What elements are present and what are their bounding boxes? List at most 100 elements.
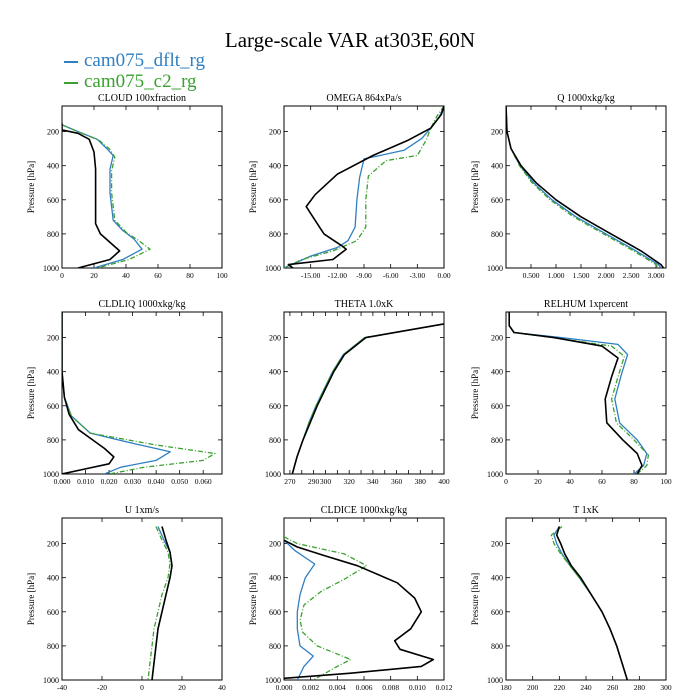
x-tick-label: 1.000 [548, 271, 565, 280]
series-line-ref [284, 539, 435, 680]
x-tick-label: -12.00 [328, 271, 348, 280]
legend-entry-dflt: cam075_dflt_rg [64, 51, 205, 70]
x-tick-label: -3.00 [410, 271, 426, 280]
x-tick-label: 400 [438, 477, 450, 486]
legend-label-dflt: cam075_dflt_rg [84, 50, 206, 71]
y-tick-label: 400 [491, 574, 503, 583]
series-line-dflt [62, 124, 143, 268]
series-line-ref [506, 106, 665, 268]
x-tick-label: 0.010 [409, 683, 426, 692]
y-tick-label: 200 [269, 128, 281, 137]
y-tick-label: 200 [47, 540, 59, 549]
y-tick-label: 600 [491, 402, 503, 411]
y-axis-label: Pressure [hPa] [470, 573, 480, 625]
series-line-ref [291, 323, 444, 474]
x-tick-label: 220 [554, 683, 566, 692]
panel-frame [505, 311, 667, 475]
series-line-dflt [553, 526, 628, 680]
y-tick-label: 200 [491, 540, 503, 549]
x-tick-label: 40 [122, 271, 130, 280]
y-tick-label: 400 [269, 368, 281, 377]
panel-frame [61, 517, 223, 681]
y-axis-label: Pressure [hPa] [248, 161, 258, 213]
y-axis-label: Pressure [hPa] [248, 573, 258, 625]
y-tick-label: 600 [47, 608, 59, 617]
panel-frame [505, 517, 667, 681]
y-axis-label: Pressure [hPa] [26, 573, 36, 625]
x-tick-label: 0.040 [148, 477, 165, 486]
panel-frame [283, 105, 445, 269]
series-line-dflt [62, 312, 171, 474]
series-line-c2 [284, 106, 444, 268]
x-tick-label: 20 [534, 477, 542, 486]
x-tick-label: -9.00 [356, 271, 372, 280]
x-tick-label: 0 [504, 477, 508, 486]
y-tick-label: 400 [269, 162, 281, 171]
y-tick-label: 1000 [487, 470, 503, 479]
x-tick-label: 200 [527, 683, 539, 692]
panel-title: RELHUM 1xpercent [544, 299, 628, 310]
y-axis-label: Pressure [hPa] [26, 161, 36, 213]
y-tick-label: 400 [47, 574, 59, 583]
x-tick-label: 0 [140, 683, 144, 692]
panel-frame [61, 105, 223, 269]
panel-7: CLDICE 1000xkg/kg Pressure [hPa] 200 400 600… [248, 505, 453, 692]
y-axis-label: Pressure [hPa] [470, 367, 480, 419]
y-tick-label: 800 [491, 436, 503, 445]
x-tick-label: 290 [308, 477, 320, 486]
x-tick-label: 40 [566, 477, 574, 486]
y-tick-label: 1000 [43, 470, 59, 479]
x-tick-label: 320 [344, 477, 356, 486]
panel-2: Q 1000xkg/kg Pressure [hPa] 200 400 600 800 10… [470, 93, 667, 280]
y-tick-label: 200 [269, 540, 281, 549]
y-tick-label: 600 [269, 402, 281, 411]
x-tick-label: 60 [154, 271, 162, 280]
x-tick-label: 0.000 [276, 683, 293, 692]
x-tick-label: 360 [391, 477, 403, 486]
series-line-c2 [291, 323, 444, 474]
panel-3: CLDLIQ 1000xkg/kg Pressure [hPa] 200 400 600… [26, 299, 223, 486]
panel-title: Q 1000xkg/kg [557, 93, 615, 104]
x-tick-label: 180 [500, 683, 512, 692]
y-tick-label: 1000 [265, 264, 281, 273]
series-line-dflt [506, 106, 662, 268]
panel-title: CLOUD 100xfraction [98, 93, 186, 104]
x-tick-label: 0.008 [382, 683, 399, 692]
y-tick-label: 400 [269, 574, 281, 583]
figure-title: Large-scale VAR at303E,60N [224, 28, 476, 52]
series-line-dflt [291, 323, 444, 474]
x-tick-label: 60 [598, 477, 606, 486]
y-tick-label: 600 [491, 196, 503, 205]
x-tick-label: 0.002 [302, 683, 319, 692]
y-tick-label: 800 [491, 230, 503, 239]
x-tick-label: 3.000 [648, 271, 665, 280]
series-line-ref [151, 526, 173, 680]
series-line-ref [508, 312, 643, 474]
x-tick-label: 2.000 [598, 271, 615, 280]
x-tick-label: 2.500 [623, 271, 640, 280]
x-tick-label: -40 [57, 683, 67, 692]
y-axis-label: Pressure [hPa] [470, 161, 480, 213]
x-tick-label: 80 [630, 477, 638, 486]
legend-line-dflt [64, 60, 78, 63]
x-tick-label: 40 [218, 683, 226, 692]
y-tick-label: 1000 [43, 676, 59, 685]
series-line-ref [62, 123, 121, 268]
x-tick-label: -15.00 [301, 271, 321, 280]
y-tick-label: 800 [491, 642, 503, 651]
x-tick-label: 100 [660, 477, 672, 486]
series-line-c2 [506, 106, 660, 268]
y-tick-label: 800 [47, 436, 59, 445]
x-tick-label: 0.000 [54, 477, 71, 486]
legend-entry-c2: cam075_c2_rg [64, 72, 197, 91]
series-line-c2 [508, 312, 650, 474]
y-tick-label: 400 [491, 368, 503, 377]
panel-title: CLDICE 1000xkg/kg [321, 505, 407, 516]
y-tick-label: 600 [47, 196, 59, 205]
y-tick-label: 400 [47, 368, 59, 377]
panel-title: CLDLIQ 1000xkg/kg [99, 299, 186, 310]
y-tick-label: 200 [491, 334, 503, 343]
